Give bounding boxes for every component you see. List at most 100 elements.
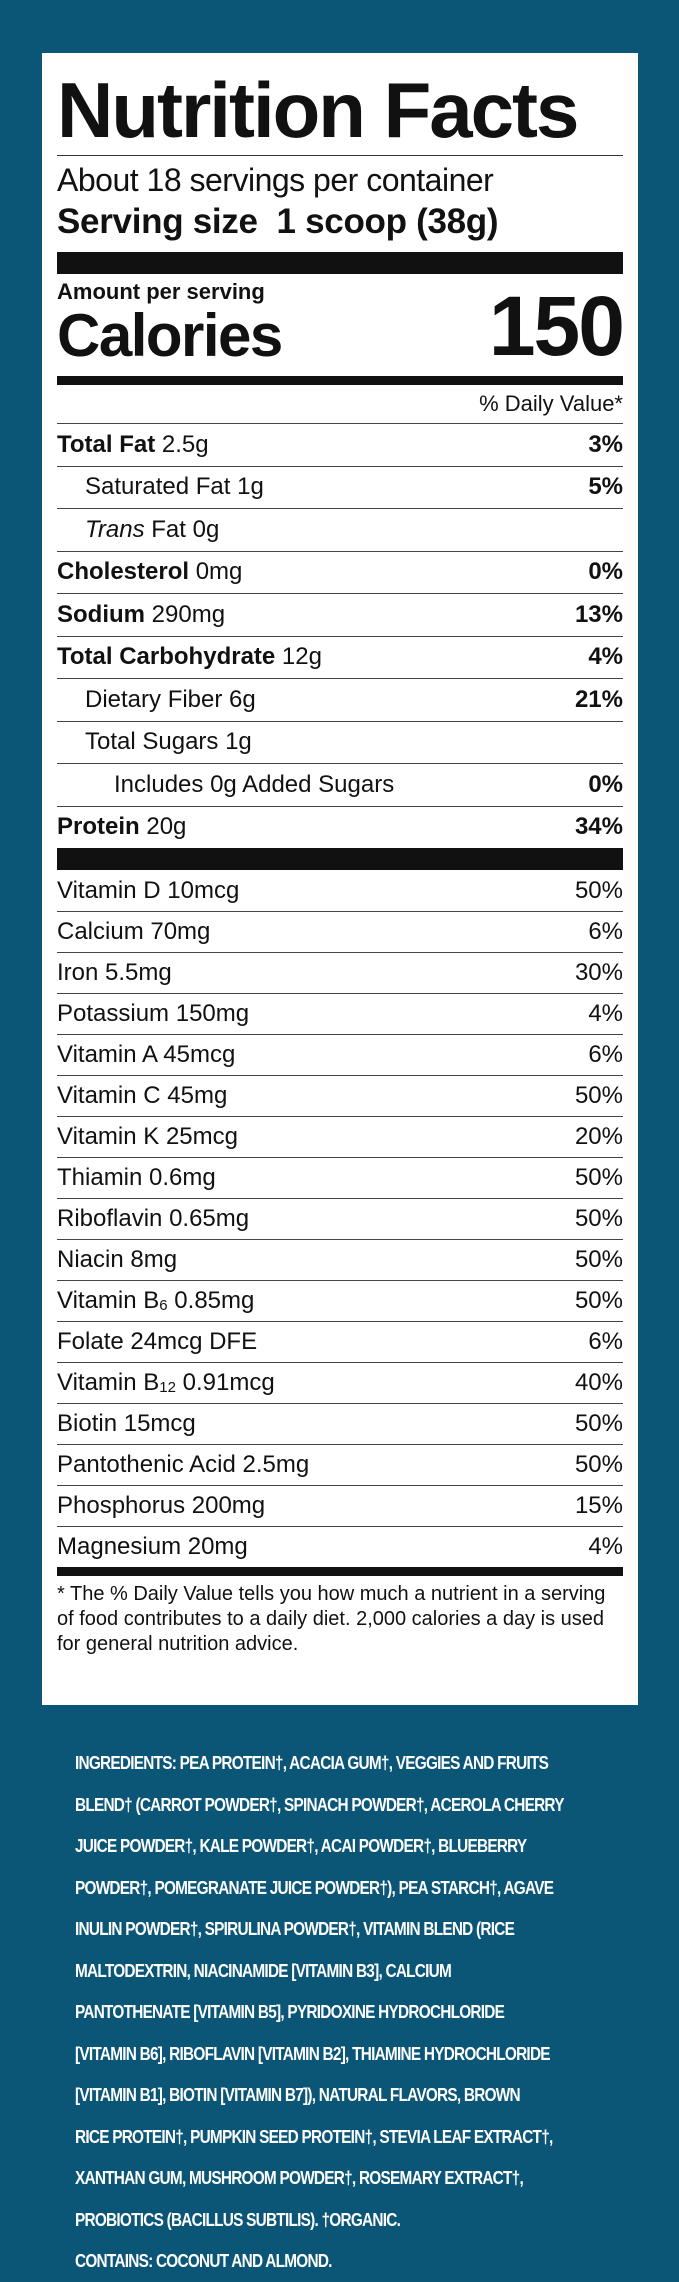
nutrient-daily-value: 21% <box>574 685 623 713</box>
vitamin-name: Calcium <box>57 918 144 945</box>
vitamin-name: Biotin <box>57 1410 118 1437</box>
vitamin-amount: 0.91mcg <box>182 1369 275 1396</box>
vitamin-row: Vitamin D 10mcg 50% <box>57 870 623 911</box>
vitamin-daily-value: 4% <box>588 1533 623 1560</box>
vitamin-row: Riboflavin 0.65mg 50% <box>57 1198 623 1239</box>
vitamin-daily-value: 50% <box>574 876 623 904</box>
calories-label: Calories <box>57 302 283 369</box>
amount-per-serving: Amount per serving <box>57 279 265 304</box>
nutrient-text: Total Sugars 1g <box>85 728 252 756</box>
vitamin-row: Biotin 15mcg 50% <box>57 1403 623 1444</box>
daily-value-header: % Daily Value* <box>479 391 623 416</box>
nutrient-amount: 290mg <box>151 600 226 628</box>
nutrient-name: Protein <box>57 813 140 841</box>
vitamin-name: Pantothenic Acid <box>57 1451 236 1478</box>
nutrient-amount: 0g <box>192 515 220 543</box>
vitamin-name: Vitamin K <box>57 1123 160 1150</box>
vitamin-daily-value: 40% <box>574 1369 623 1396</box>
vitamin-daily-value: 4% <box>588 1000 623 1027</box>
footnote: * The % Daily Value tells you how much a… <box>57 1583 606 1655</box>
vitamin-name: Riboflavin <box>57 1205 163 1232</box>
vitamin-text: Riboflavin 0.65mg <box>57 1205 249 1233</box>
vitamin-text: Niacin 8mg <box>57 1246 177 1274</box>
ingredients-line: RICE PROTEIN†, PUMPKIN SEED PROTEIN†, ST… <box>75 2125 553 2147</box>
vitamin-daily-value: 30% <box>574 959 623 986</box>
vitamin-row: Vitamin A 45mcg 6% <box>57 1034 623 1075</box>
nutrient-text: Cholesterol 0mg <box>57 558 242 586</box>
serving-size-value: 1 scoop (38g) <box>276 202 499 241</box>
ingredients-list: INGREDIENTS: PEA PROTEIN†, ACACIA GUM†, … <box>75 1742 635 2282</box>
nutrient-row: Protein 20g 34% <box>57 805 623 849</box>
vitamin-name: Vitamin B <box>57 1287 160 1314</box>
vitamin-row: Magnesium 20mg 4% <box>57 1526 623 1567</box>
nutrient-name: Sodium <box>57 600 145 628</box>
nutrient-name: Total Sugars <box>85 728 219 756</box>
vitamin-amount: 45mcg <box>163 1041 236 1068</box>
vitamin-text: Vitamin D 10mcg <box>57 877 239 905</box>
vitamin-name: Potassium <box>57 1000 170 1027</box>
nutrient-row: Total Carbohydrate 12g 4% <box>57 635 623 679</box>
vitamin-row: Calcium 70mg 6% <box>57 911 623 952</box>
thick-divider <box>57 848 623 870</box>
nutrient-name: Trans <box>85 515 145 543</box>
vitamin-amount: 8mg <box>130 1246 178 1273</box>
vitamin-amount: 24mcg DFE <box>130 1328 258 1355</box>
nutrient-amount: 1g <box>225 728 252 756</box>
vitamin-amount: 45mg <box>167 1082 228 1109</box>
vitamin-daily-value: 20% <box>574 1123 623 1150</box>
servings-per-container: About 18 servings per container <box>57 162 494 198</box>
nutrient-text: Trans Fat 0g <box>85 516 219 544</box>
vitamin-row: Phosphorus 200mg 15% <box>57 1485 623 1526</box>
nutrient-text: Total Fat 2.5g <box>57 431 209 459</box>
nutrient-amount: 6g <box>229 685 256 713</box>
vitamin-subscript: 6 <box>159 1297 168 1314</box>
nutrient-daily-value: 34% <box>574 813 623 841</box>
vitamin-daily-value: 50% <box>574 1082 623 1109</box>
vitamin-name: Phosphorus <box>57 1492 186 1519</box>
vitamin-daily-value: 50% <box>574 1246 623 1273</box>
vitamin-daily-value: 50% <box>574 1164 623 1191</box>
nutrient-list: Total Fat 2.5g 3% Saturated Fat 1g 5% Trans … <box>57 423 623 848</box>
nutrient-name: Dietary Fiber <box>85 685 223 713</box>
vitamin-row: Vitamin B6 0.85mg 50% <box>57 1280 623 1321</box>
ingredients-line: INULIN POWDER†, SPIRULINA POWDER†, VITAM… <box>75 1918 515 1939</box>
nutrient-daily-value: 4% <box>588 643 623 671</box>
nutrient-amount: 12g <box>281 643 322 671</box>
vitamin-amount: 10mcg <box>167 876 240 904</box>
vitamin-text: Phosphorus 200mg <box>57 1492 265 1520</box>
vitamin-amount: 70mg <box>150 918 211 945</box>
nutrient-daily-value: 5% <box>588 473 623 501</box>
ingredients-line: CONTAINS: COCONUT AND ALMOND. <box>75 2250 332 2271</box>
vitamin-text: Thiamin 0.6mg <box>57 1164 216 1192</box>
divider <box>57 155 623 156</box>
vitamin-name: Vitamin C <box>57 1082 161 1109</box>
vitamin-row: Pantothenic Acid 2.5mg 50% <box>57 1444 623 1485</box>
vitamin-text: Folate 24mcg DFE <box>57 1328 257 1356</box>
vitamin-row: Folate 24mcg DFE 6% <box>57 1321 623 1362</box>
vitamin-name: Iron <box>57 959 99 986</box>
vitamin-amount: 0.6mg <box>149 1164 216 1191</box>
vitamin-daily-value: 50% <box>574 1205 623 1232</box>
nutrient-name: Cholesterol <box>57 558 190 586</box>
vitamin-row: Niacin 8mg 50% <box>57 1239 623 1280</box>
vitamin-text: Calcium 70mg <box>57 918 210 946</box>
vitamin-amount: 2.5mg <box>242 1451 310 1478</box>
vitamin-text: Potassium 150mg <box>57 1000 249 1028</box>
serving-size: Serving size 1 scoop (38g) <box>57 200 623 244</box>
nutrient-amount: 20g <box>146 813 187 841</box>
vitamin-amount: 25mcg <box>165 1123 238 1150</box>
vitamin-daily-value: 6% <box>588 918 623 945</box>
nutrient-daily-value: 3% <box>588 430 623 458</box>
nutrient-text: Protein 20g <box>57 813 186 841</box>
nutrient-name: Total Carbohydrate <box>57 643 276 671</box>
vitamin-row: Potassium 150mg 4% <box>57 993 623 1034</box>
vitamin-text: Vitamin B12 0.91mcg <box>57 1369 275 1397</box>
nutrient-amount: 0mg <box>195 558 243 586</box>
ingredients-line: XANTHAN GUM, MUSHROOM POWDER†, ROSEMARY … <box>75 2167 524 2188</box>
vitamin-daily-value: 15% <box>574 1492 623 1519</box>
ingredients-line: [VITAMIN B6], RIBOFLAVIN [VITAMIN B2], T… <box>75 2042 551 2064</box>
vitamin-amount: 15mcg <box>123 1410 196 1437</box>
nutrient-text: Sodium 290mg <box>57 601 225 629</box>
serving-size-label: Serving size <box>57 202 258 241</box>
vitamin-daily-value: 6% <box>588 1328 623 1355</box>
